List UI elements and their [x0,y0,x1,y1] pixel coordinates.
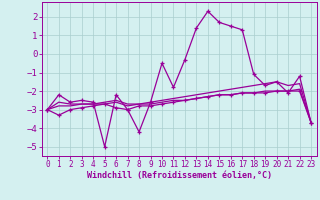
X-axis label: Windchill (Refroidissement éolien,°C): Windchill (Refroidissement éolien,°C) [87,171,272,180]
